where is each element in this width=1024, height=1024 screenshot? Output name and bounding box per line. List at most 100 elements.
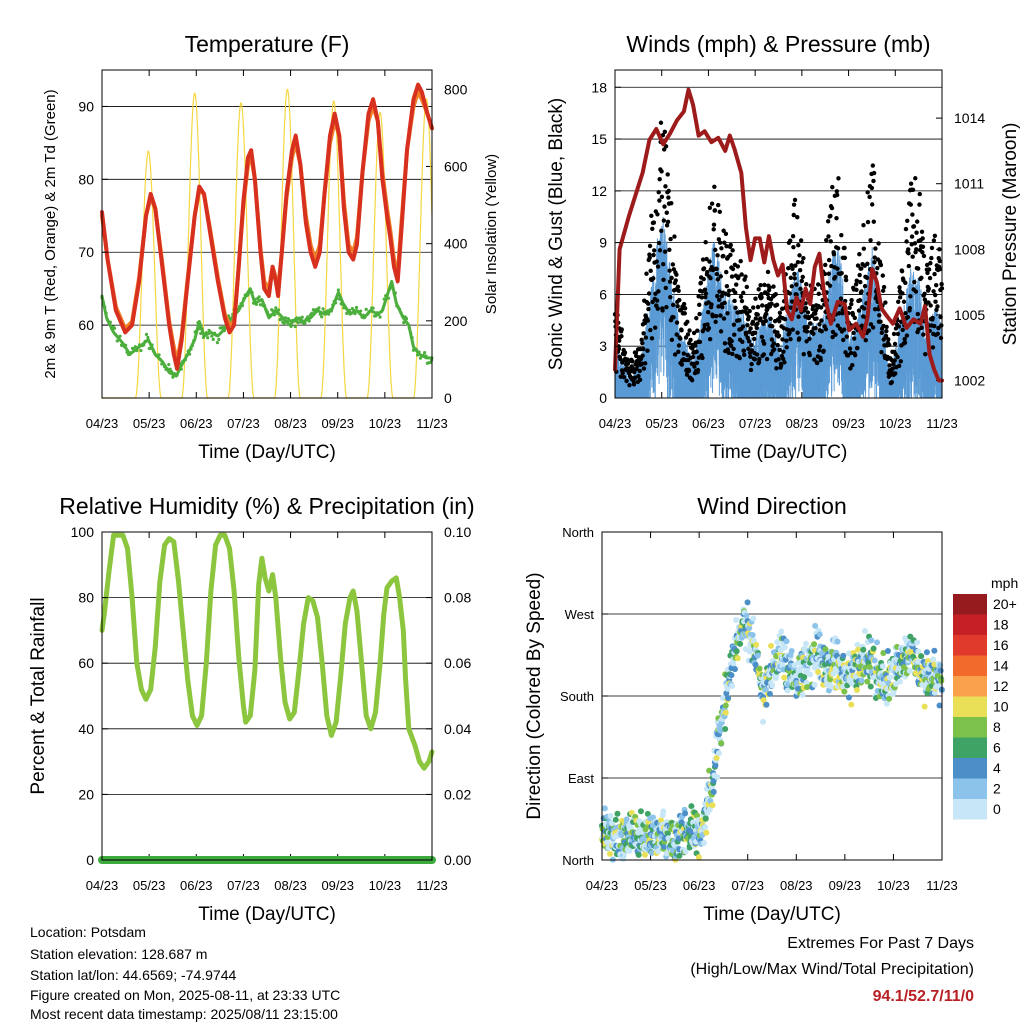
gust-point [713, 247, 718, 253]
gust-point [789, 263, 794, 268]
gust-point [694, 349, 699, 354]
gust-point [745, 322, 750, 328]
dewpoint-point [251, 301, 256, 305]
gust-point [645, 318, 650, 323]
x-tick-label: 11/23 [416, 878, 448, 893]
dewpoint-point [329, 309, 334, 313]
gust-point [933, 292, 938, 298]
direction-point [801, 674, 808, 681]
y2-tick-label: 0.02 [444, 786, 471, 802]
gust-point [671, 315, 676, 320]
gust-point [712, 208, 718, 213]
gust-point [679, 362, 685, 367]
direction-point [746, 625, 753, 632]
dewpoint-point [158, 357, 162, 362]
gust-point [729, 274, 735, 279]
gust-point [883, 333, 889, 339]
gust-point [905, 218, 910, 224]
gust-point [848, 350, 854, 356]
direction-point [733, 616, 740, 623]
gust-point [764, 356, 770, 362]
gust-point [724, 283, 730, 289]
direction-point [914, 658, 921, 665]
gust-point [819, 318, 824, 323]
gust-point [694, 315, 699, 321]
gust-point [756, 287, 761, 292]
gust-point [847, 346, 853, 351]
dewpoint-point [335, 296, 339, 300]
gust-point [715, 293, 720, 299]
gust-point [900, 327, 905, 333]
gust-point [661, 277, 666, 282]
dewpoint-point [260, 298, 264, 302]
gust-point [897, 285, 902, 290]
gust-point [910, 254, 915, 259]
gust-point [835, 246, 841, 251]
dewpoint-point [276, 308, 281, 312]
panel-temperature: Temperature (F) Time (Day/UTC) 04/23 05/23 0… [42, 31, 500, 463]
dewpoint-point [275, 311, 279, 315]
gust-point [804, 329, 810, 334]
gust-point [845, 353, 851, 358]
gust-point [667, 279, 673, 284]
direction-point [794, 685, 801, 692]
gust-point [797, 253, 802, 258]
dewpoint-point [265, 310, 270, 314]
dewpoint-point [317, 306, 321, 310]
x-tick-label: 04/23 [86, 416, 119, 431]
gust-point [655, 264, 661, 269]
dewpoint-point [240, 303, 245, 308]
direction-point [906, 667, 913, 674]
dewpoint-point [250, 291, 254, 295]
gust-point [839, 270, 844, 276]
dewpoint-point [115, 339, 119, 343]
x-tick-label: 05/23 [645, 416, 678, 431]
gust-point [830, 334, 835, 340]
direction-point [860, 646, 867, 653]
gust-point [929, 255, 934, 261]
dewpoint-point [253, 297, 257, 302]
gust-point [738, 258, 743, 264]
y-tick-label: North [562, 853, 594, 868]
direction-point [660, 808, 667, 815]
gust-point [702, 326, 707, 331]
dewpoint-point [222, 329, 226, 333]
gust-point [763, 311, 769, 317]
gust-point [920, 244, 926, 250]
gust-point [745, 335, 750, 341]
gust-point [926, 267, 932, 272]
gust-point [827, 283, 833, 288]
gust-point [621, 374, 627, 380]
direction-point [644, 810, 651, 817]
gust-point [702, 287, 708, 292]
gust-point [694, 360, 700, 366]
gust-point [925, 270, 930, 276]
gust-point [919, 325, 924, 330]
gust-point [765, 269, 771, 275]
gust-point [749, 361, 754, 367]
dewpoint-point [307, 319, 311, 323]
y-tick-label: West [565, 607, 595, 622]
direction-point [896, 678, 903, 685]
direction-point [774, 638, 781, 645]
gust-point [914, 247, 919, 252]
dewpoint-point [264, 308, 268, 312]
legend-label: 20+ [993, 596, 1017, 612]
gust-point [849, 297, 854, 303]
gust-point [807, 336, 812, 341]
plot-frame [601, 531, 943, 861]
y2-tick-label: 0.06 [444, 655, 471, 671]
y-tick-label: North [562, 525, 594, 540]
direction-point [918, 653, 925, 660]
legend-label: 10 [993, 699, 1009, 715]
gust-point [857, 252, 862, 257]
dewpoint-point [136, 346, 140, 350]
y2-tick-label: 1002 [954, 373, 985, 389]
dewpoint-point [407, 326, 411, 330]
direction-point [816, 631, 823, 638]
y-tick-label: 9 [599, 235, 607, 251]
y2-tick-label: 600 [444, 158, 468, 174]
gust-point [771, 347, 777, 352]
gust-point [715, 277, 721, 282]
gust-point [913, 176, 918, 181]
